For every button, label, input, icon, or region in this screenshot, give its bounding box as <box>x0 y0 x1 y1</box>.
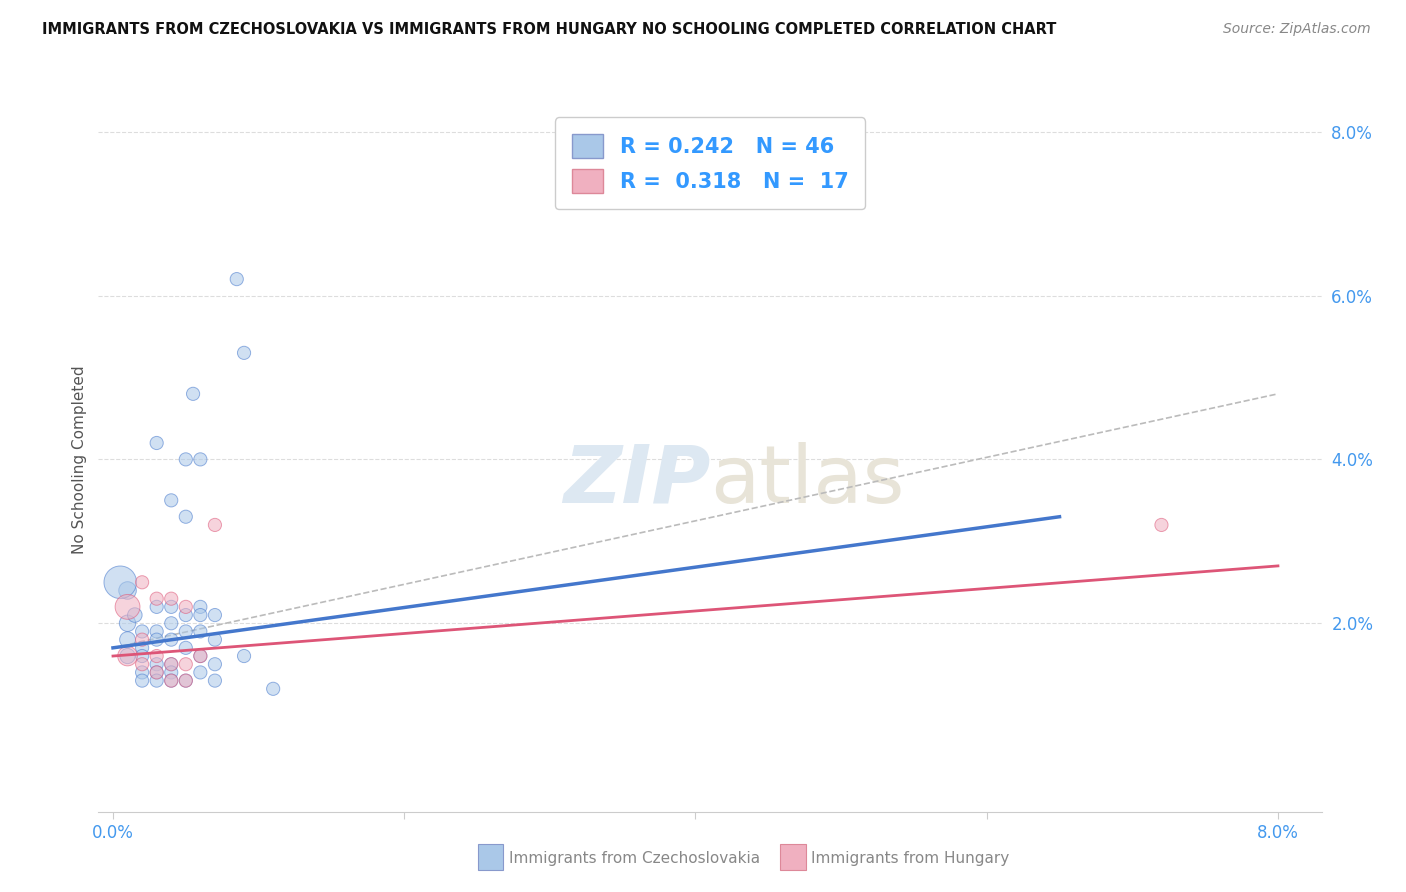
Point <box>174 640 197 655</box>
Point <box>188 452 211 467</box>
Point <box>131 640 153 655</box>
Point <box>145 436 167 450</box>
Y-axis label: No Schooling Completed: No Schooling Completed <box>72 365 87 554</box>
Point <box>124 608 146 623</box>
Point <box>174 673 197 688</box>
Point <box>174 624 197 639</box>
Point <box>131 673 153 688</box>
Point <box>204 608 226 623</box>
Point <box>188 648 211 663</box>
Point <box>145 665 167 680</box>
Point <box>145 657 167 672</box>
Text: atlas: atlas <box>710 442 904 519</box>
Point <box>145 624 167 639</box>
Point <box>233 346 256 360</box>
Text: Source: ZipAtlas.com: Source: ZipAtlas.com <box>1223 22 1371 37</box>
Point <box>117 599 139 614</box>
Point <box>131 575 153 590</box>
Point <box>160 591 183 606</box>
Point <box>174 452 197 467</box>
Point <box>160 673 183 688</box>
Point <box>145 673 167 688</box>
Legend: R = 0.242   N = 46, R =  0.318   N =  17: R = 0.242 N = 46, R = 0.318 N = 17 <box>555 118 865 210</box>
Point <box>117 648 139 663</box>
Point <box>1150 517 1173 532</box>
Point <box>204 673 226 688</box>
Text: Immigrants from Hungary: Immigrants from Hungary <box>811 852 1010 866</box>
Point <box>174 608 197 623</box>
Point <box>204 657 226 672</box>
Point <box>145 591 167 606</box>
Point <box>160 657 183 672</box>
Point <box>117 632 139 647</box>
Point <box>145 665 167 680</box>
Point <box>160 665 183 680</box>
Text: Immigrants from Czechoslovakia: Immigrants from Czechoslovakia <box>509 852 761 866</box>
Point <box>160 632 183 647</box>
Point <box>188 665 211 680</box>
Point <box>117 583 139 598</box>
Point <box>204 517 226 532</box>
Point <box>204 632 226 647</box>
Point <box>160 673 183 688</box>
Text: ZIP: ZIP <box>562 442 710 519</box>
Point <box>117 648 139 663</box>
Point <box>117 616 139 631</box>
Point <box>110 575 132 590</box>
Point <box>145 632 167 647</box>
Point <box>188 624 211 639</box>
Point <box>174 509 197 524</box>
Text: IMMIGRANTS FROM CZECHOSLOVAKIA VS IMMIGRANTS FROM HUNGARY NO SCHOOLING COMPLETED: IMMIGRANTS FROM CZECHOSLOVAKIA VS IMMIGR… <box>42 22 1056 37</box>
Point <box>233 648 256 663</box>
Point <box>188 648 211 663</box>
Point <box>131 665 153 680</box>
Point <box>188 608 211 623</box>
Point <box>131 624 153 639</box>
Point <box>160 599 183 614</box>
Point <box>160 616 183 631</box>
Point <box>145 648 167 663</box>
Point <box>174 599 197 614</box>
Point <box>174 673 197 688</box>
Point <box>131 632 153 647</box>
Point <box>174 657 197 672</box>
Point <box>160 657 183 672</box>
Point <box>145 599 167 614</box>
Point <box>160 493 183 508</box>
Point <box>262 681 284 696</box>
Point <box>225 272 247 286</box>
Point <box>131 657 153 672</box>
Point <box>188 599 211 614</box>
Point <box>181 387 204 401</box>
Point <box>131 648 153 663</box>
